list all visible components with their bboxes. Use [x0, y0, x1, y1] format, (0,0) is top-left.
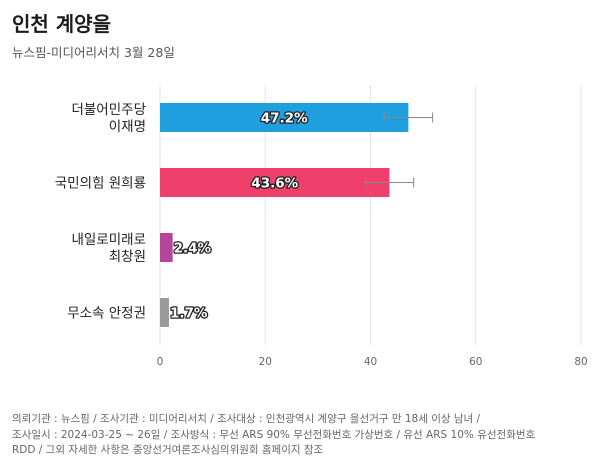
- footnote-line-1: 의뢰기관 : 뉴스핌 / 조사기관 : 미디어리서치 / 조사대상 : 인천광역…: [12, 413, 481, 425]
- data-label: 2.4%: [174, 241, 212, 257]
- x-tick-label: 60: [469, 356, 482, 368]
- x-tick-label: 80: [574, 356, 587, 368]
- page-title: 인천 계양을: [12, 12, 111, 36]
- data-label: 43.6%: [251, 176, 298, 192]
- survey-footnote: 의뢰기관 : 뉴스핌 / 조사기관 : 미디어리서치 / 조사대상 : 인천광역…: [12, 412, 602, 459]
- category-label: 이재명: [109, 119, 146, 135]
- x-tick-label: 0: [157, 356, 164, 368]
- category-label: 더불어민주당: [71, 102, 146, 118]
- footnote-line-2: 조사일시 : 2024-03-25 ~ 26일 / 조사방식 : 무선 ARS …: [12, 428, 536, 441]
- bar: [160, 233, 173, 262]
- bar: [160, 168, 390, 197]
- page-subtitle: 뉴스핌-미디어리서치 3월 28일: [12, 45, 175, 60]
- category-label: 무소속 안정권: [67, 306, 146, 322]
- x-tick-label: 40: [364, 356, 377, 368]
- category-label: 내일로미래로: [71, 232, 146, 248]
- category-label: 최창원: [109, 249, 146, 265]
- x-tick-label: 20: [259, 356, 272, 368]
- data-label: 47.2%: [261, 111, 308, 127]
- category-label: 국민의힘 원희룡: [55, 176, 146, 192]
- bar: [160, 103, 409, 132]
- bar: [160, 298, 169, 327]
- footnote-line-3: RDD / 그외 자세한 사항은 중앙선거여론조사심의위원회 홈페이지 참조: [12, 444, 324, 456]
- data-label: 1.7%: [170, 306, 208, 322]
